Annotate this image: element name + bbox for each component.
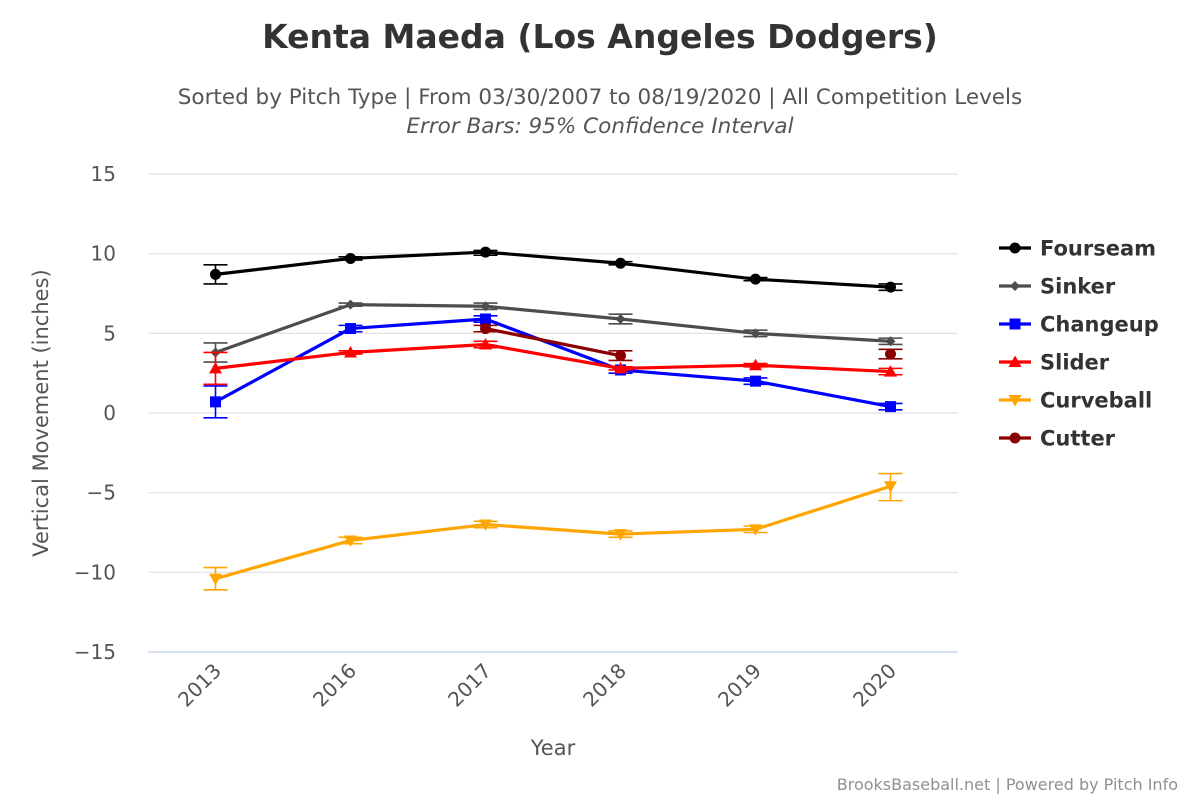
series-curveball [203, 472, 903, 591]
series-cutter [473, 323, 903, 362]
chart-subtitle-error-bars: Error Bars: 95% Confidence Interval [406, 114, 793, 139]
legend-label: Cutter [1040, 427, 1116, 451]
data-point [344, 535, 357, 547]
legend-symbol [1009, 318, 1021, 330]
legend-symbol [1009, 432, 1021, 444]
data-point [885, 281, 896, 293]
legend-symbol [1009, 242, 1021, 254]
data-point [345, 252, 356, 264]
x-tick-label: 2013 [173, 659, 226, 712]
legend-symbol [1008, 355, 1022, 367]
legend-item-curveball[interactable]: Curveball [999, 389, 1152, 413]
y-tick-label: 5 [103, 321, 116, 345]
data-point [750, 328, 761, 339]
legend-label: Curveball [1040, 389, 1152, 413]
data-point [209, 573, 222, 586]
data-point [884, 481, 897, 493]
x-axis-title: Year [530, 736, 576, 760]
data-point [749, 358, 762, 371]
series-line [213, 484, 893, 581]
legend-item-cutter[interactable]: Cutter [999, 427, 1116, 451]
legend: Fourseam Sinker Changeup Slider Curveball Cut… [999, 237, 1159, 451]
series-changeup [203, 313, 903, 419]
x-tick-label: 2020 [848, 659, 901, 712]
data-point [614, 529, 627, 541]
data-point [480, 313, 491, 325]
legend-item-slider[interactable]: Slider [999, 351, 1110, 375]
x-axis-ticks: 2013 2016 2017 2018 2019 2020 [173, 659, 901, 712]
data-point [210, 396, 221, 408]
y-tick-label: −5 [87, 481, 116, 505]
chart-credits: BrooksBaseball.net | Powered by Pitch In… [837, 775, 1178, 794]
legend-item-sinker[interactable]: Sinker [999, 275, 1116, 299]
x-tick-label: 2018 [578, 659, 631, 712]
series-line [213, 317, 893, 409]
y-tick-label: −10 [74, 560, 116, 584]
data-point [615, 313, 626, 324]
x-tick-label: 2019 [713, 659, 766, 712]
data-point [614, 361, 627, 374]
data-point [345, 323, 356, 335]
legend-label: Changeup [1040, 313, 1159, 337]
data-point [615, 350, 626, 362]
y-tick-label: 15 [91, 162, 116, 186]
legend-symbol [1010, 281, 1020, 291]
legend-symbol [1008, 395, 1022, 407]
data-point [750, 375, 761, 387]
data-point [479, 519, 492, 532]
legend-item-changeup[interactable]: Changeup [999, 313, 1159, 337]
data-point [884, 365, 897, 377]
data-point [480, 246, 491, 258]
y-axis-title: Vertical Movement (inches) [29, 269, 53, 556]
series-line [213, 250, 893, 289]
y-tick-label: 10 [91, 242, 116, 266]
series-line [213, 342, 893, 374]
x-tick-label: 2016 [308, 659, 361, 712]
legend-label: Sinker [1040, 275, 1116, 299]
legend-label: Slider [1040, 351, 1110, 375]
data-point [345, 299, 356, 310]
series-line [483, 326, 623, 358]
grid-lines [148, 173, 958, 653]
legend-item-fourseam[interactable]: Fourseam [999, 237, 1156, 261]
y-tick-label: −15 [74, 640, 116, 664]
data-point [885, 336, 896, 347]
data-point [750, 273, 761, 285]
y-axis-ticks: 15 10 5 0 −5 −10 −15 [74, 162, 116, 664]
data-point [480, 323, 491, 335]
y-tick-label: 0 [103, 401, 116, 425]
data-point [209, 361, 222, 374]
data-point [480, 301, 491, 312]
chart-title: Kenta Maeda (Los Angeles Dodgers) [262, 17, 938, 56]
data-point [885, 348, 896, 360]
x-tick-label: 2017 [443, 659, 496, 712]
legend-label: Fourseam [1040, 237, 1156, 261]
series-plot-area [203, 246, 903, 591]
series-sinker [203, 299, 903, 363]
data-point [615, 257, 626, 269]
series-fourseam [203, 246, 903, 293]
data-point [749, 524, 762, 536]
data-point [885, 401, 896, 413]
data-point [479, 337, 492, 350]
data-point [344, 345, 357, 358]
series-slider [203, 337, 903, 386]
data-point [210, 268, 221, 280]
chart-subtitle: Sorted by Pitch Type | From 03/30/2007 t… [178, 85, 1022, 110]
series-line [213, 303, 893, 355]
